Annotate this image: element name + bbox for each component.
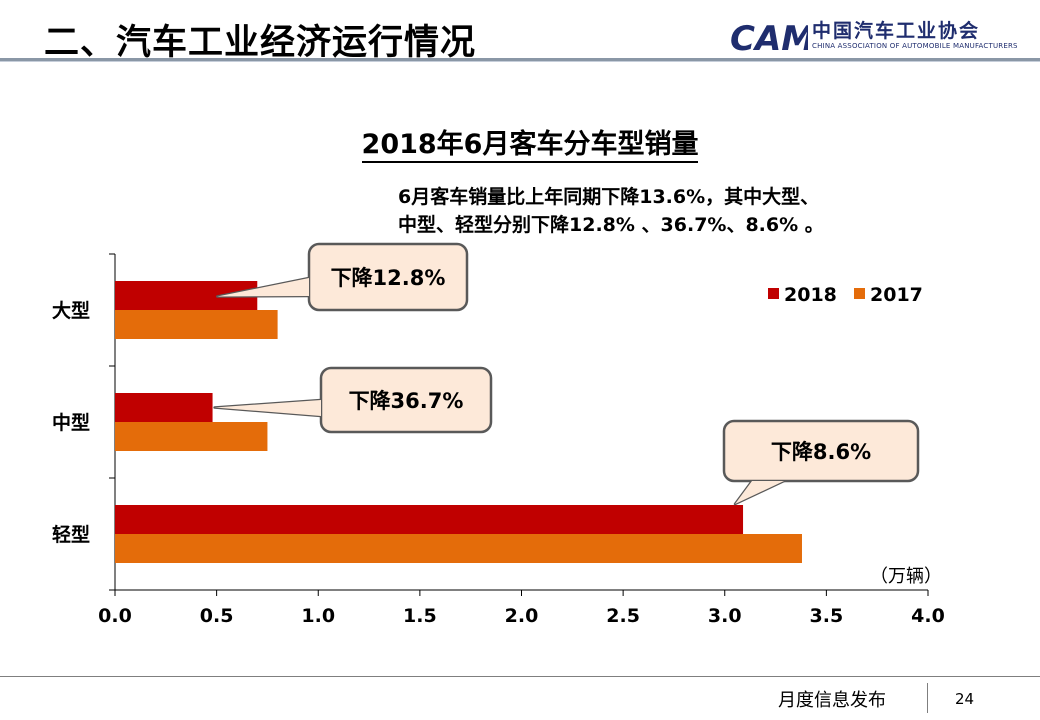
bar-2017-2	[115, 534, 802, 563]
callout-text-1: 下降36.7%	[349, 389, 464, 413]
footer-divider	[927, 683, 928, 713]
bar-2017-0	[115, 310, 278, 339]
x-tick-label: 3.0	[708, 605, 742, 627]
summary-text: 6月客车销量比上年同期下降13.6%，其中大型、 中型、轻型分别下降12.8% …	[398, 183, 824, 239]
header-rule	[0, 58, 1040, 61]
logo-text-en: CHINA ASSOCIATION OF AUTOMOBILE MANUFACT…	[812, 42, 1018, 50]
callout-box-2	[722, 419, 920, 483]
chart-title-wrap: 2018年6月客车分车型销量	[0, 122, 1040, 163]
callout-text-0: 下降12.8%	[331, 266, 446, 290]
summary-line-2: 中型、轻型分别下降12.8% 、36.7%、8.6% 。	[398, 214, 824, 236]
footer-text: 月度信息发布	[778, 690, 886, 711]
x-tick-label: 2.0	[505, 605, 539, 627]
header-rule-light	[0, 61, 1040, 62]
summary-line-1: 6月客车销量比上年同期下降13.6%，其中大型、	[398, 186, 820, 208]
logo-mark: CAM	[730, 19, 808, 56]
x-tick-label: 3.5	[810, 605, 844, 627]
bar-2018-2	[115, 505, 744, 534]
legend-label-2017: 2017	[870, 284, 923, 306]
callout-box-0	[307, 242, 469, 312]
callout-pointer-fill-0	[217, 278, 309, 297]
x-tick-label: 2.5	[606, 605, 640, 627]
callout-pointer-fill-2	[735, 481, 784, 504]
page-number: 24	[955, 690, 975, 708]
x-tick-label: 1.5	[403, 605, 437, 627]
callout-pointer-fill-1	[214, 400, 321, 416]
callout-text-2: 下降8.6%	[771, 440, 871, 464]
y-category-label: 中型	[52, 411, 90, 434]
x-axis-unit-label: （万辆）	[870, 566, 942, 587]
cam-logo-icon: CAM	[730, 19, 815, 59]
x-tick-label: 0.0	[98, 605, 132, 627]
bar-2018-1	[115, 393, 213, 422]
y-category-label: 大型	[52, 299, 90, 322]
x-tick-label: 4.0	[911, 605, 945, 627]
footer-rule	[0, 676, 1040, 677]
y-category-label: 轻型	[52, 523, 90, 546]
page-title: 二、汽车工业经济运行情况	[44, 23, 477, 63]
x-tick-label: 0.5	[200, 605, 234, 627]
legend-swatch-2018	[768, 288, 779, 299]
bar-2017-1	[115, 422, 268, 451]
legend-swatch-2017	[854, 288, 865, 299]
logo: CAM 中国汽车工业协会 CHINA ASSOCIATION OF AUTOMO…	[728, 16, 1018, 59]
x-tick-label: 1.0	[301, 605, 335, 627]
legend-label-2018: 2018	[784, 284, 837, 306]
chart-title: 2018年6月客车分车型销量	[361, 129, 699, 163]
logo-text-cn: 中国汽车工业协会	[812, 20, 981, 42]
